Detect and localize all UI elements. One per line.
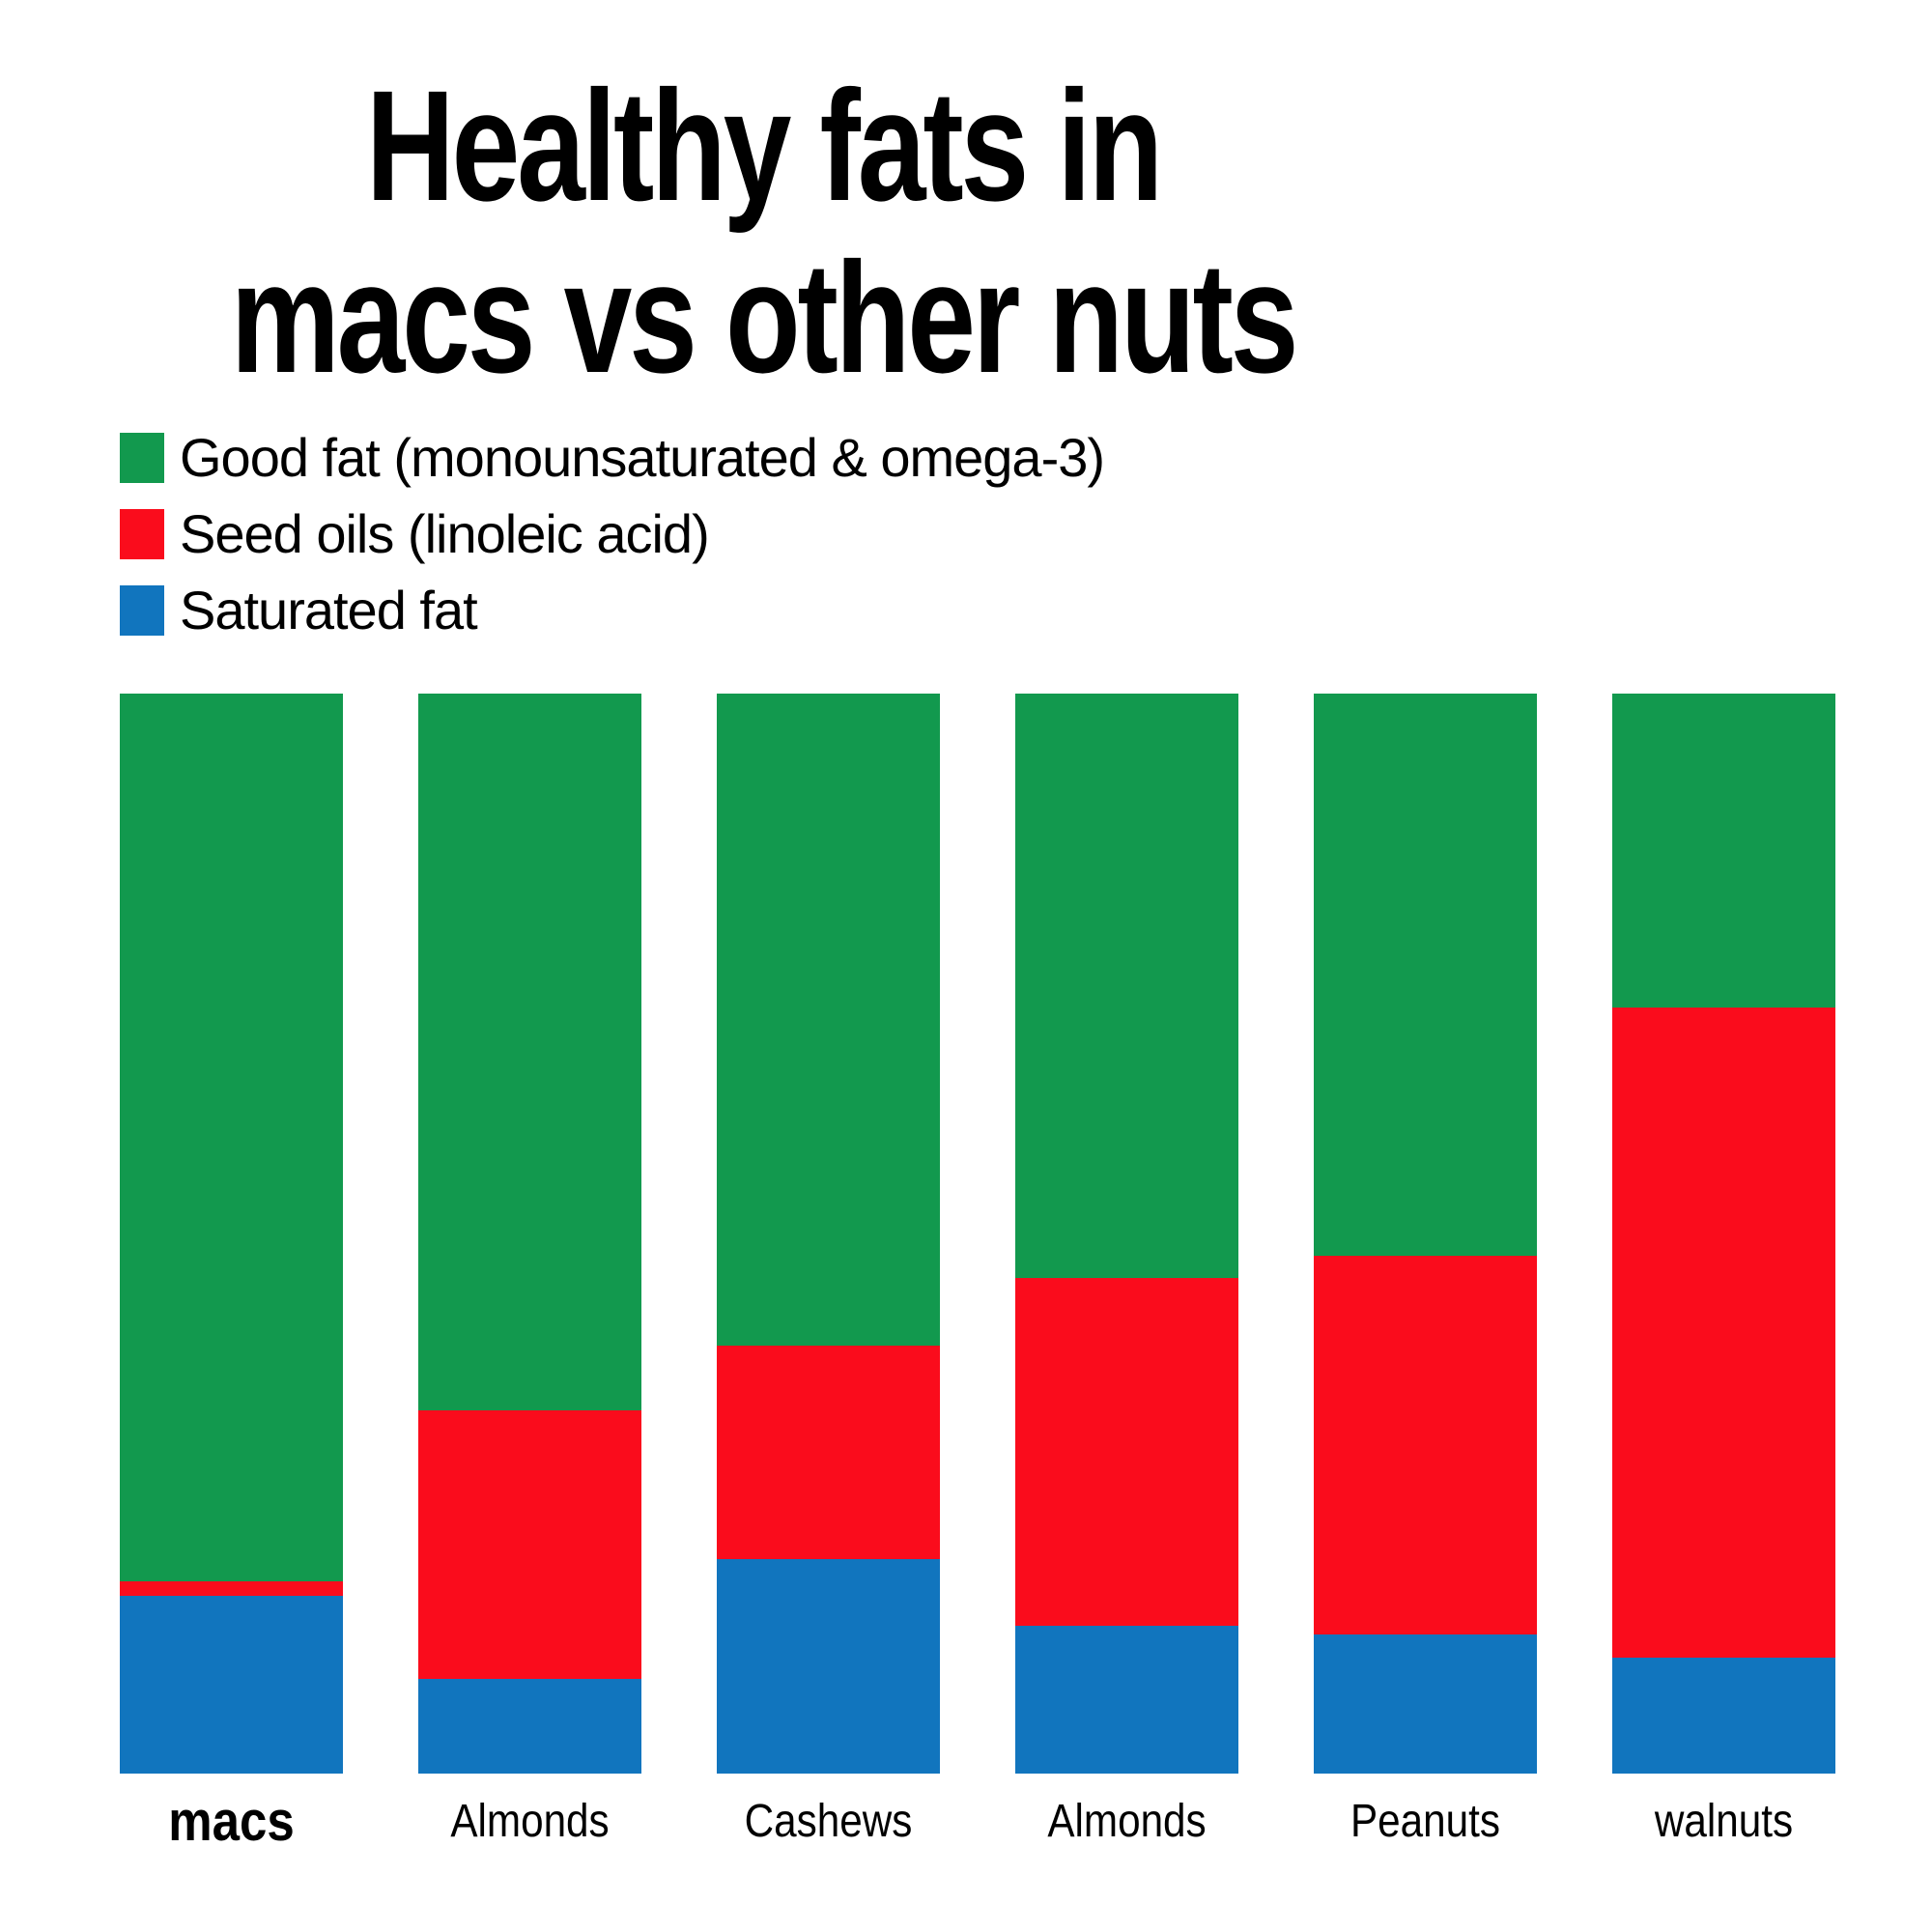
segment-seed-oils <box>1612 1008 1835 1659</box>
stacked-bar-chart: macs Almonds Cashews Almonds Peanuts walnuts <box>120 694 1835 1853</box>
stacked-bar-peanuts-4 <box>1314 694 1537 1774</box>
good-fat-swatch-icon <box>120 433 164 483</box>
segment-saturated-fat <box>717 1558 940 1774</box>
bar-column-walnuts-5: walnuts <box>1612 694 1835 1849</box>
saturated-fat-swatch-icon <box>120 585 164 636</box>
bar-label-macs-0: macs <box>168 1790 295 1853</box>
legend-label-good-fat: Good fat (monounsaturated & omega-3) <box>180 427 1105 488</box>
bar-label-cashews-2: Cashews <box>744 1796 913 1847</box>
segment-seed-oils <box>418 1409 641 1679</box>
stacked-bar-almonds-3 <box>1015 694 1238 1774</box>
legend: Good fat (monounsaturated & omega-3) See… <box>120 427 1105 640</box>
segment-good-fat <box>418 694 641 1410</box>
legend-label-saturated-fat: Saturated fat <box>180 580 478 640</box>
segment-good-fat <box>717 694 940 1347</box>
segment-good-fat <box>1314 694 1537 1256</box>
title-line-1: Healthy fats in <box>365 57 1163 234</box>
bar-column-almonds-3: Almonds <box>1015 694 1238 1849</box>
legend-row-saturated-fat: Saturated fat <box>120 580 1104 640</box>
bar-label-almonds-1: Almonds <box>450 1796 610 1847</box>
segment-good-fat <box>1015 694 1238 1278</box>
segment-saturated-fat <box>120 1595 343 1774</box>
bar-label-peanuts-4: Peanuts <box>1350 1796 1500 1847</box>
bar-column-cashews-2: Cashews <box>717 694 940 1849</box>
segment-saturated-fat <box>1015 1625 1238 1774</box>
legend-row-good-fat: Good fat (monounsaturated & omega-3) <box>120 427 1105 488</box>
segment-saturated-fat <box>418 1678 641 1774</box>
bar-column-peanuts-4: Peanuts <box>1314 694 1537 1849</box>
stacked-bar-almonds-1 <box>418 694 641 1774</box>
title-line-2: macs vs other nuts <box>230 229 1299 406</box>
stacked-bar-cashews-2 <box>717 694 940 1774</box>
bar-column-almonds-1: Almonds <box>418 694 641 1849</box>
legend-row-seed-oils: Seed oils (linoleic acid) <box>120 503 1104 564</box>
segment-good-fat <box>120 694 343 1581</box>
segment-seed-oils <box>120 1580 343 1596</box>
segment-saturated-fat <box>1612 1658 1835 1774</box>
stacked-bar-walnuts-5 <box>1612 694 1835 1774</box>
segment-good-fat <box>1612 694 1835 1009</box>
page-title: Healthy fats in macs vs other nuts <box>168 60 1358 404</box>
segment-seed-oils <box>717 1346 940 1559</box>
bar-label-almonds-3: Almonds <box>1047 1796 1207 1847</box>
legend-label-seed-oils: Seed oils (linoleic acid) <box>180 503 710 564</box>
seed-oils-swatch-icon <box>120 509 164 559</box>
bar-column-macs-0: macs <box>120 694 343 1853</box>
bar-label-walnuts-5: walnuts <box>1654 1796 1794 1847</box>
segment-seed-oils <box>1015 1277 1238 1626</box>
stacked-bar-macs-0 <box>120 694 343 1774</box>
segment-saturated-fat <box>1314 1634 1537 1774</box>
segment-seed-oils <box>1314 1255 1537 1634</box>
